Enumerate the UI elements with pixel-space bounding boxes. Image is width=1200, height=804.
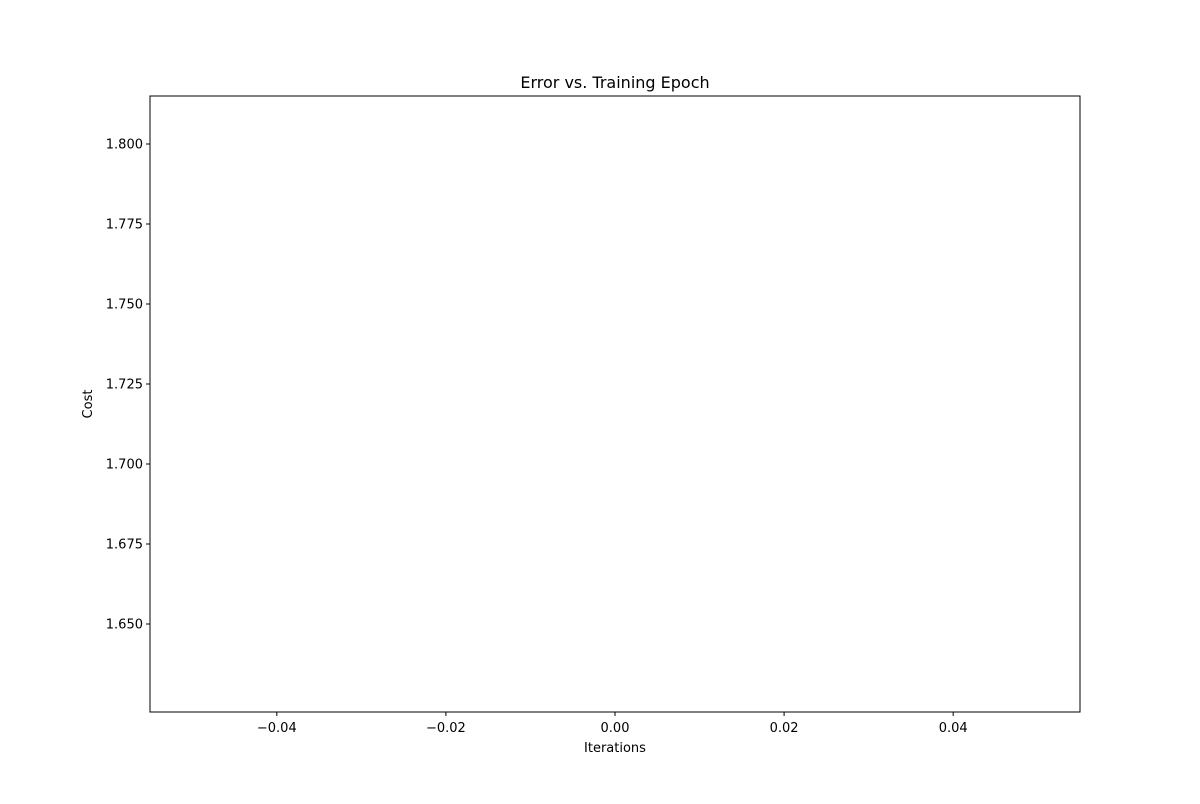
x-tick-label: 0.04 bbox=[939, 721, 968, 736]
plot-area bbox=[149, 95, 1081, 713]
y-tick-label: 1.800 bbox=[106, 138, 143, 153]
x-axis-ticks: −0.04 −0.02 0.00 0.02 0.04 bbox=[257, 712, 968, 736]
y-axis-ticks: 1.650 1.675 1.700 1.725 1.750 1.775 1.800 bbox=[106, 138, 150, 633]
y-tick-label: 1.650 bbox=[106, 618, 143, 633]
y-tick-label: 1.700 bbox=[106, 458, 143, 473]
x-axis-label: Iterations bbox=[584, 741, 646, 756]
y-tick-label: 1.725 bbox=[106, 378, 143, 393]
x-tick-label: −0.04 bbox=[257, 721, 297, 736]
x-tick-label: −0.02 bbox=[426, 721, 466, 736]
plot-frame bbox=[149, 95, 1081, 713]
x-tick-label: 0.02 bbox=[770, 721, 799, 736]
y-tick-label: 1.775 bbox=[106, 218, 143, 233]
x-tick-label: 0.00 bbox=[601, 721, 630, 736]
y-axis-label: Cost bbox=[81, 390, 96, 419]
y-tick-label: 1.675 bbox=[106, 538, 143, 553]
chart-title: Error vs. Training Epoch bbox=[520, 73, 709, 92]
y-tick-label: 1.750 bbox=[106, 298, 143, 313]
